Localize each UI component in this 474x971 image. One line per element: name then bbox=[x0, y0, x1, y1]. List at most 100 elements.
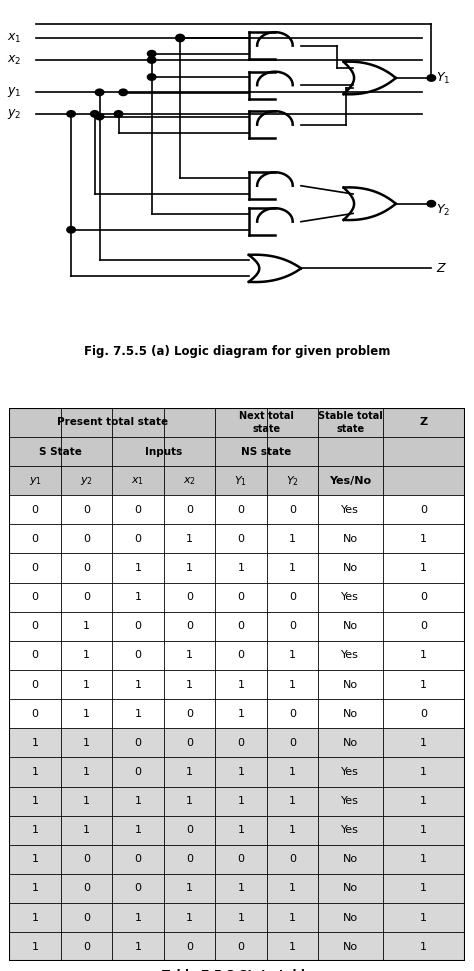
Text: 1: 1 bbox=[83, 767, 90, 777]
Bar bbox=[9, 466, 61, 495]
Bar bbox=[215, 699, 266, 728]
Bar bbox=[383, 524, 465, 553]
Text: 1: 1 bbox=[135, 592, 142, 602]
Text: 0: 0 bbox=[186, 942, 193, 952]
Text: Table 7.5.3 State table: Table 7.5.3 State table bbox=[162, 969, 312, 971]
Bar bbox=[164, 670, 215, 699]
Text: 0: 0 bbox=[135, 854, 142, 864]
Bar bbox=[383, 408, 465, 437]
Text: Next total
state: Next total state bbox=[239, 411, 294, 434]
Text: 0: 0 bbox=[237, 534, 245, 544]
Text: No: No bbox=[343, 854, 358, 864]
Bar bbox=[164, 728, 215, 757]
Circle shape bbox=[119, 89, 128, 95]
Bar bbox=[61, 524, 112, 553]
Text: 1: 1 bbox=[420, 534, 427, 544]
Text: 1: 1 bbox=[237, 884, 245, 893]
Text: 1: 1 bbox=[83, 621, 90, 631]
Bar bbox=[266, 670, 318, 699]
Bar bbox=[164, 495, 215, 524]
Bar bbox=[112, 553, 164, 583]
Circle shape bbox=[91, 111, 99, 117]
Bar bbox=[112, 524, 164, 553]
Bar bbox=[164, 787, 215, 816]
Bar bbox=[215, 495, 266, 524]
Bar bbox=[318, 699, 383, 728]
Text: 0: 0 bbox=[186, 709, 193, 719]
Text: 1: 1 bbox=[289, 942, 296, 952]
Bar bbox=[266, 553, 318, 583]
Text: No: No bbox=[343, 680, 358, 689]
Bar bbox=[61, 612, 112, 641]
Bar bbox=[112, 903, 164, 932]
Bar bbox=[215, 845, 266, 874]
Text: 1: 1 bbox=[135, 796, 142, 806]
Text: 1: 1 bbox=[135, 709, 142, 719]
Bar bbox=[215, 670, 266, 699]
Bar bbox=[112, 699, 164, 728]
Text: 1: 1 bbox=[289, 680, 296, 689]
Text: Yes/No: Yes/No bbox=[329, 476, 371, 486]
Bar bbox=[9, 612, 61, 641]
Bar bbox=[383, 553, 465, 583]
Bar bbox=[383, 466, 465, 495]
Text: 1: 1 bbox=[237, 680, 245, 689]
Bar bbox=[266, 583, 318, 612]
Bar bbox=[318, 524, 383, 553]
Bar bbox=[383, 728, 465, 757]
Bar bbox=[215, 874, 266, 903]
Text: 0: 0 bbox=[32, 534, 39, 544]
Text: 1: 1 bbox=[83, 738, 90, 748]
Bar bbox=[9, 816, 61, 845]
Bar bbox=[9, 903, 61, 932]
Text: 0: 0 bbox=[237, 738, 245, 748]
Text: 1: 1 bbox=[135, 563, 142, 573]
Text: 1: 1 bbox=[289, 825, 296, 835]
Text: 1: 1 bbox=[420, 563, 427, 573]
Text: 1: 1 bbox=[135, 825, 142, 835]
Bar bbox=[112, 757, 164, 787]
Text: 1: 1 bbox=[420, 884, 427, 893]
Text: 1: 1 bbox=[32, 738, 39, 748]
Text: 0: 0 bbox=[83, 884, 90, 893]
Bar bbox=[164, 583, 215, 612]
Bar bbox=[112, 466, 164, 495]
Text: Yes: Yes bbox=[341, 767, 359, 777]
Bar bbox=[164, 699, 215, 728]
Bar bbox=[61, 553, 112, 583]
Bar bbox=[9, 670, 61, 699]
Text: 1: 1 bbox=[186, 680, 193, 689]
Bar bbox=[318, 816, 383, 845]
Text: 1: 1 bbox=[32, 913, 39, 922]
Bar bbox=[164, 466, 215, 495]
Text: Yes: Yes bbox=[341, 796, 359, 806]
Text: 0: 0 bbox=[420, 709, 427, 719]
Text: 1: 1 bbox=[135, 942, 142, 952]
Bar bbox=[318, 757, 383, 787]
Text: $y_2$: $y_2$ bbox=[7, 107, 21, 121]
Bar bbox=[215, 816, 266, 845]
Circle shape bbox=[147, 74, 156, 81]
Bar bbox=[215, 524, 266, 553]
Text: $y_1$: $y_1$ bbox=[28, 475, 42, 486]
Text: 1: 1 bbox=[32, 854, 39, 864]
Text: 0: 0 bbox=[289, 738, 296, 748]
Text: 0: 0 bbox=[83, 563, 90, 573]
Bar bbox=[383, 787, 465, 816]
Text: 0: 0 bbox=[237, 651, 245, 660]
Bar bbox=[318, 874, 383, 903]
Bar bbox=[383, 757, 465, 787]
Bar bbox=[383, 699, 465, 728]
Bar bbox=[318, 408, 383, 437]
Text: 1: 1 bbox=[32, 825, 39, 835]
Bar bbox=[266, 903, 318, 932]
Bar bbox=[383, 816, 465, 845]
Text: 1: 1 bbox=[83, 709, 90, 719]
Text: 1: 1 bbox=[237, 825, 245, 835]
Text: 0: 0 bbox=[289, 854, 296, 864]
Text: Fig. 7.5.5 (a) Logic diagram for given problem: Fig. 7.5.5 (a) Logic diagram for given p… bbox=[84, 345, 390, 357]
Bar bbox=[383, 437, 465, 466]
Circle shape bbox=[176, 34, 184, 41]
Text: 1: 1 bbox=[135, 913, 142, 922]
Text: No: No bbox=[343, 563, 358, 573]
